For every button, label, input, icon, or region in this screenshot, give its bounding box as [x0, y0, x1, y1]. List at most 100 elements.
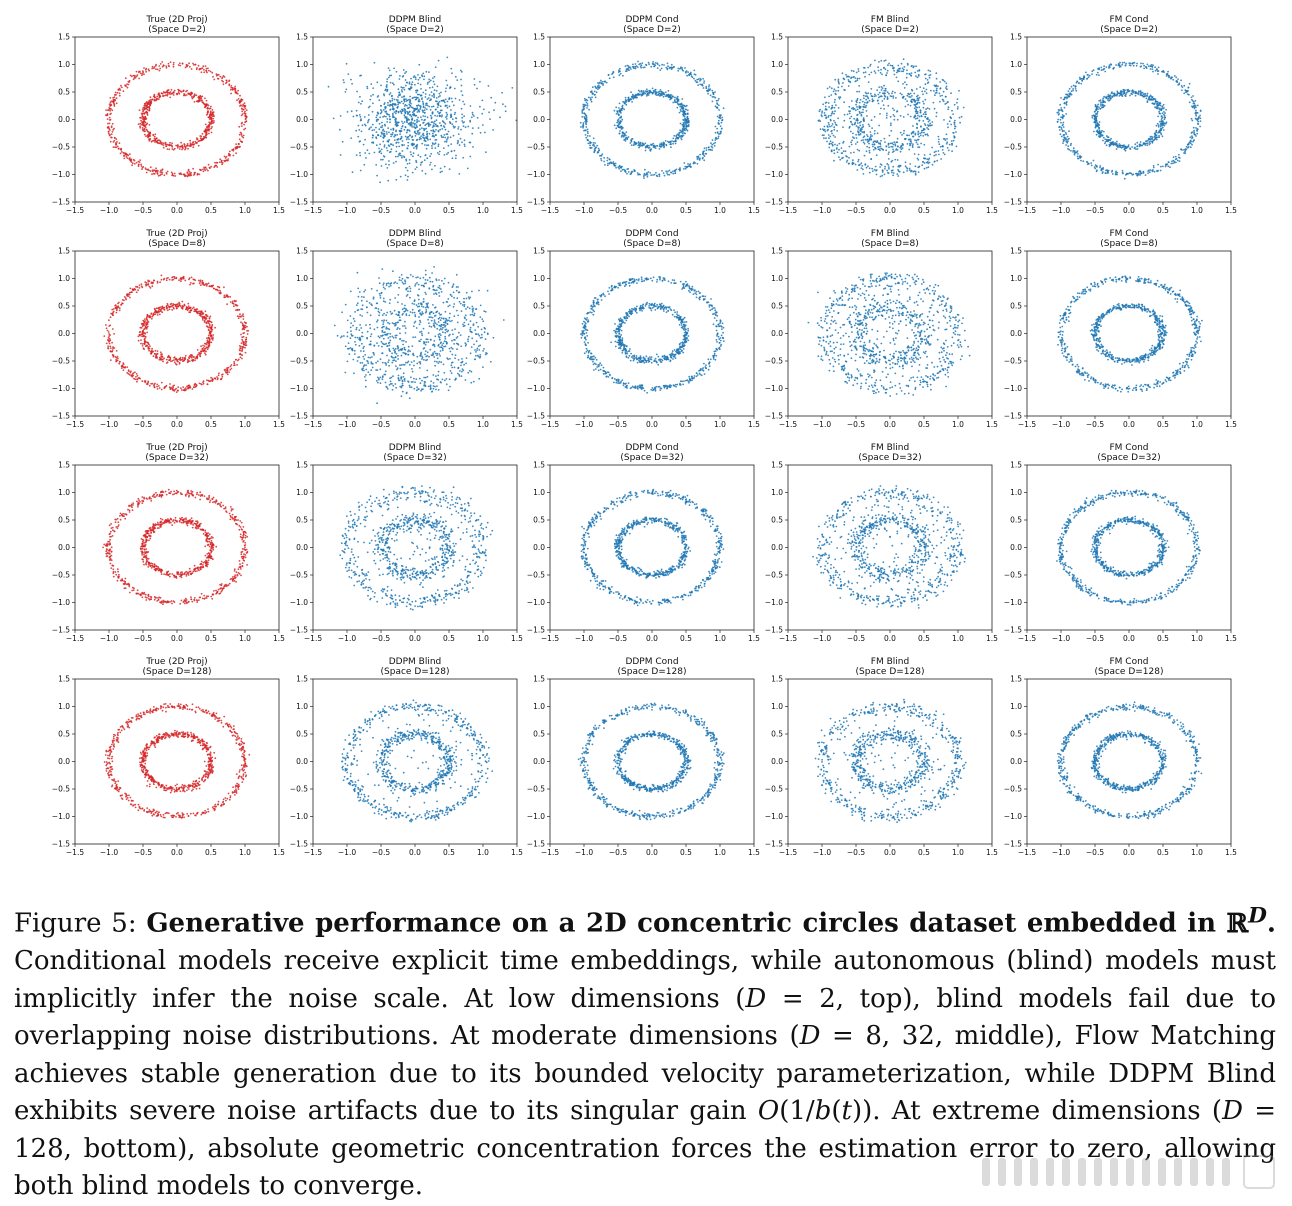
y-tick-label: 1.5 — [58, 33, 70, 42]
scatter-point — [849, 80, 851, 83]
scatter-point — [204, 169, 207, 172]
scatter-point — [186, 143, 189, 145]
scatter-point — [855, 125, 858, 127]
scatter-point — [888, 92, 890, 95]
scatter-point — [217, 77, 220, 80]
scatter-point — [1136, 141, 1139, 144]
scatter-point — [1147, 65, 1150, 67]
scatter-point — [163, 174, 166, 177]
scatter-point — [418, 120, 420, 122]
scatter-point — [1088, 162, 1090, 165]
scatter-point — [686, 109, 689, 112]
scatter-point — [457, 126, 460, 128]
scatter-point — [206, 71, 208, 74]
scatter-point — [850, 143, 853, 146]
scatter-point — [211, 126, 213, 128]
scatter-point — [631, 96, 633, 98]
scatter-point — [953, 103, 956, 106]
scatter-point — [428, 94, 431, 96]
scatter-point — [594, 96, 597, 99]
scatter-point — [126, 157, 129, 160]
scatter-point — [646, 174, 649, 176]
scatter-point — [240, 114, 243, 117]
scatter-point — [584, 134, 587, 136]
scatter-point — [141, 117, 144, 119]
scatter-point — [703, 80, 706, 82]
scatter-point — [410, 86, 413, 89]
scatter-point — [228, 79, 231, 82]
scatter-point — [1086, 77, 1089, 80]
scatter-point — [382, 140, 385, 143]
scatter-point — [631, 170, 634, 173]
scatter-point — [388, 115, 391, 118]
scatter-point — [821, 110, 824, 113]
scatter-point — [634, 67, 637, 70]
scatter-point — [192, 146, 195, 149]
scatter-point — [230, 86, 233, 89]
scatter-point — [234, 85, 237, 88]
scatter-point — [240, 98, 243, 101]
scatter-point — [106, 118, 109, 120]
scatter-point — [1063, 102, 1066, 105]
scatter-point — [172, 63, 175, 66]
scatter-point — [385, 147, 388, 149]
scatter-point — [886, 69, 889, 72]
scatter-point — [222, 83, 225, 86]
scatter-point — [391, 131, 394, 134]
scatter-point — [446, 137, 449, 140]
scatter-point — [932, 101, 935, 104]
scatter-point — [423, 78, 425, 81]
scatter-point — [1072, 88, 1074, 90]
scatter-point — [639, 62, 642, 65]
scatter-point — [687, 125, 690, 128]
scatter-point — [438, 153, 440, 156]
scatter-point — [850, 152, 852, 154]
scatter-point — [386, 133, 388, 135]
scatter-point — [835, 89, 837, 92]
scatter-point — [387, 179, 390, 182]
scatter-point — [650, 174, 653, 177]
scatter-point — [847, 79, 850, 81]
scatter-point — [485, 151, 487, 154]
scatter-point — [1151, 99, 1153, 101]
scatter-point — [377, 112, 380, 115]
scatter-point — [586, 135, 589, 137]
scatter-point — [821, 115, 823, 118]
scatter-point — [922, 113, 925, 116]
scatter-point — [924, 116, 927, 118]
scatter-point — [400, 111, 402, 113]
scatter-point — [208, 124, 211, 126]
scatter-point — [866, 115, 868, 117]
scatter-point — [132, 74, 135, 77]
scatter-point — [154, 133, 157, 136]
scatter-point — [677, 69, 680, 72]
scatter-point — [375, 164, 378, 166]
scatter-point — [140, 165, 143, 167]
scatter-point — [680, 102, 683, 105]
scatter-point — [860, 167, 863, 170]
scatter-point — [585, 121, 588, 123]
scatter-point — [406, 147, 409, 150]
scatter-point — [108, 116, 111, 119]
scatter-point — [673, 66, 675, 68]
scatter-point — [212, 75, 214, 78]
scatter-point — [837, 117, 839, 120]
scatter-point — [423, 75, 426, 78]
scatter-point — [441, 127, 444, 130]
scatter-point — [892, 165, 895, 168]
scatter-point — [890, 122, 892, 125]
scatter-point — [128, 153, 131, 156]
scatter-point — [143, 125, 146, 128]
scatter-point — [1132, 62, 1134, 65]
scatter-point — [415, 91, 418, 94]
scatter-point — [397, 155, 399, 158]
scatter-point — [626, 67, 629, 70]
scatter-point — [938, 143, 941, 146]
scatter-point — [380, 158, 382, 161]
scatter-point — [421, 142, 424, 145]
scatter-point — [473, 78, 476, 80]
scatter-point — [377, 95, 380, 97]
scatter-point — [876, 141, 879, 144]
scatter-point — [389, 118, 392, 121]
scatter-point — [417, 116, 419, 119]
